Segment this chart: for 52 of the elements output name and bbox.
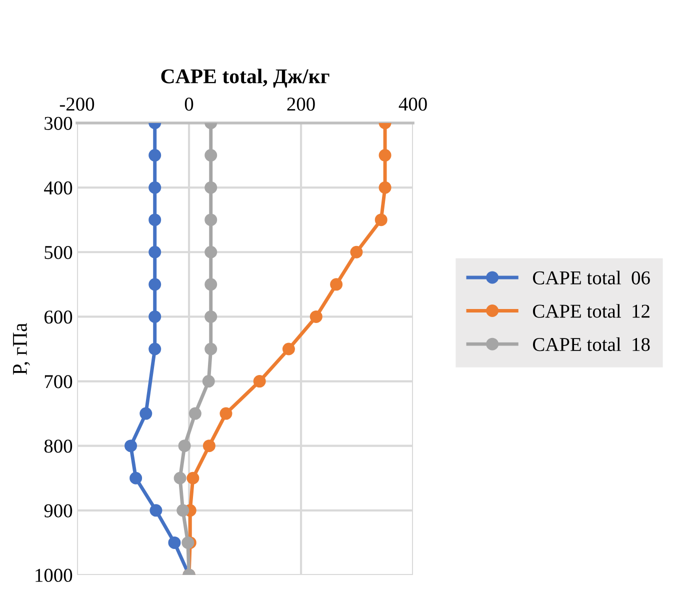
y-tick-label: 600: [44, 310, 72, 324]
y-tick-label: 900: [44, 504, 72, 518]
point: [253, 375, 266, 388]
point: [204, 278, 218, 291]
point: [350, 246, 363, 258]
point: [204, 310, 218, 323]
point: [204, 181, 218, 194]
point: [204, 149, 218, 162]
x-tick-label: 200: [287, 98, 315, 111]
y-tick-label: 800: [44, 440, 72, 453]
point: [150, 504, 162, 517]
x-tick-label: -200: [60, 98, 94, 111]
point: [148, 214, 162, 226]
point: [330, 278, 343, 291]
point: [130, 472, 142, 484]
legend-label: CAPE total 06: [532, 270, 650, 284]
point: [202, 375, 215, 388]
point: [310, 310, 322, 323]
y-tick-label: 700: [44, 375, 72, 388]
x-tick-label: 400: [398, 98, 427, 111]
point: [204, 214, 218, 226]
point: [148, 310, 162, 323]
point: [148, 181, 162, 194]
point: [188, 407, 202, 420]
point: [148, 342, 162, 356]
point: [378, 181, 392, 194]
point: [176, 504, 190, 517]
legend-label: CAPE total 12: [532, 304, 650, 318]
point: [148, 278, 162, 291]
point: [378, 149, 392, 162]
point: [148, 246, 162, 258]
point: [204, 246, 218, 258]
point: [148, 149, 162, 162]
legend-label: CAPE total 18: [532, 337, 650, 352]
point: [282, 342, 295, 356]
y-tick-label: 1000: [36, 568, 72, 582]
y-tick-label: 500: [44, 246, 72, 260]
point: [140, 407, 152, 420]
y-tick-label: 300: [44, 116, 72, 130]
point: [168, 536, 181, 549]
point: [374, 214, 388, 226]
point: [174, 472, 186, 484]
point: [204, 342, 218, 356]
point: [220, 407, 232, 420]
y-axis-title: P, гПа: [13, 323, 30, 375]
x-axis-title: CAPE total, Дж/кг: [161, 68, 330, 88]
x-tick-label: 0: [184, 98, 194, 111]
y-tick-label: 400: [44, 181, 72, 195]
point: [124, 440, 138, 452]
point: [186, 472, 200, 484]
point: [202, 440, 216, 452]
point: [178, 440, 191, 452]
